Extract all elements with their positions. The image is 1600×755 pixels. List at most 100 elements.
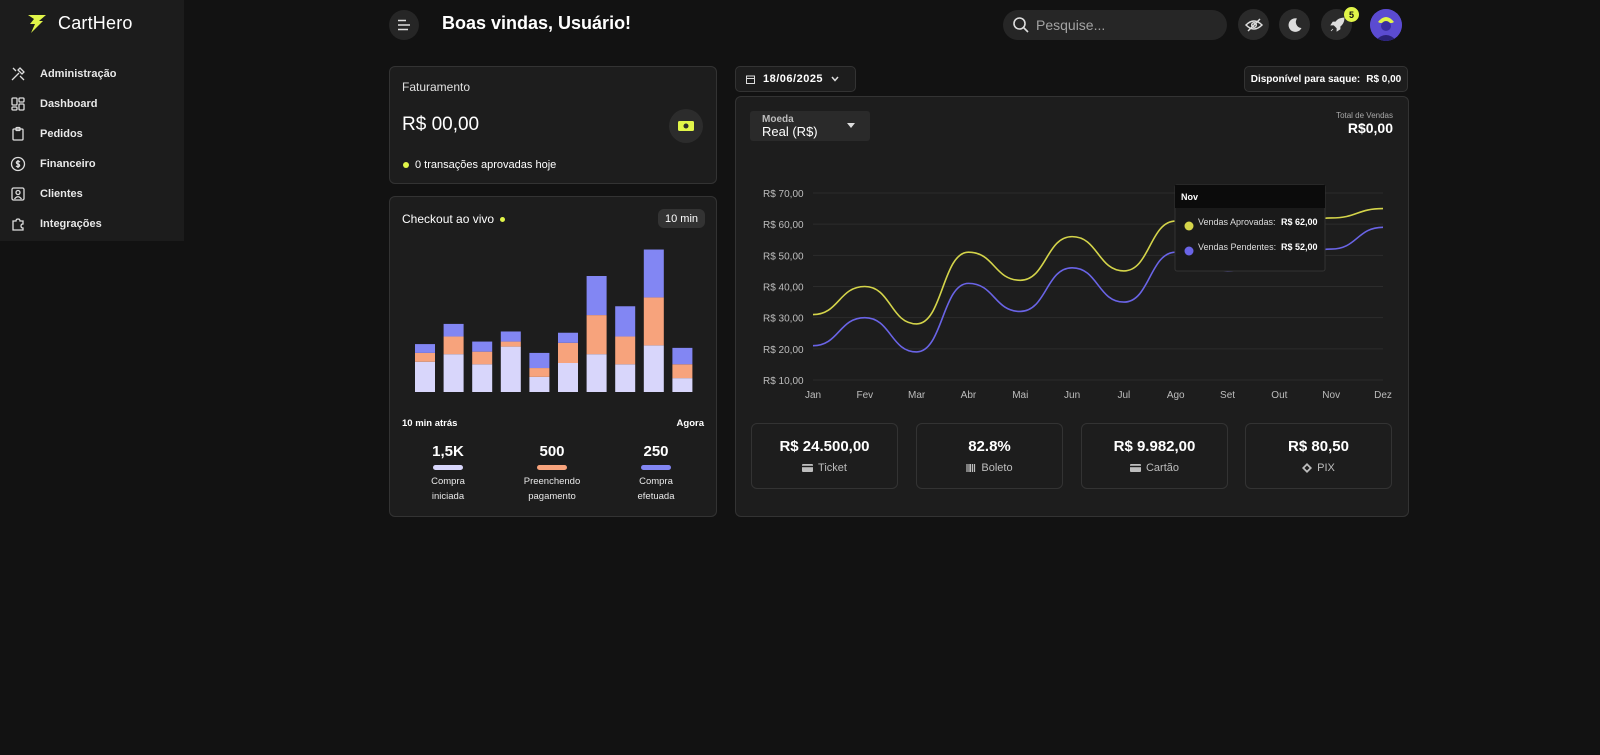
stat-label: Boleto xyxy=(981,462,1013,474)
bar-segment xyxy=(500,346,521,392)
lightning-logo-icon xyxy=(28,15,46,33)
y-tick-label: R$ 50,00 xyxy=(763,251,804,262)
checkout-title: Checkout ao vivo xyxy=(402,212,495,226)
search-icon xyxy=(1013,17,1029,33)
bar-segment xyxy=(443,323,464,337)
checkout-bar-chart xyxy=(415,249,693,392)
bar-segment xyxy=(443,354,464,392)
sidebar-item-dashboard[interactable]: Dashboard xyxy=(10,96,97,112)
stat-value: R$ 9.982,00 xyxy=(1113,438,1196,455)
legend-label: Compra xyxy=(639,476,673,487)
sidebar-item-administracao[interactable]: Administração xyxy=(10,66,116,82)
bar-segment xyxy=(615,306,636,337)
notification-badge: 5 xyxy=(1344,7,1359,22)
x-tick-label: Mar xyxy=(908,390,926,401)
sidebar-item-integracoes[interactable]: Integrações xyxy=(10,216,102,232)
y-tick-label: R$ 60,00 xyxy=(763,220,804,231)
date-picker[interactable]: 18/06/2025 xyxy=(735,66,856,92)
stat-pix: R$ 80,50 PIX xyxy=(1245,423,1392,489)
pix-icon xyxy=(1302,463,1313,473)
legend-label: Preenchendo xyxy=(523,476,581,487)
bar-segment xyxy=(500,331,521,342)
date-value: 18/06/2025 xyxy=(763,73,824,85)
tooltip-pending-label: Vendas Pendentes: xyxy=(1198,242,1276,252)
sidebar-item-label: Clientes xyxy=(40,188,83,200)
legend-compra-iniciada: 1,5K Compra iniciada xyxy=(408,443,488,504)
stat-label: Cartão xyxy=(1145,462,1180,474)
bar-segment xyxy=(472,351,493,365)
bar-segment xyxy=(415,361,435,392)
page-title: Boas vindas, Usuário! xyxy=(442,13,632,33)
sidebar-item-label: Financeiro xyxy=(40,158,96,170)
stat-value: 82.8% xyxy=(968,438,1011,455)
stat-label: PIX xyxy=(1317,462,1335,474)
start-time-label: 10 min atrás xyxy=(402,418,458,429)
y-tick-label: R$ 30,00 xyxy=(763,314,804,325)
period-badge[interactable]: 10 min xyxy=(658,209,705,228)
bar-segment xyxy=(586,315,607,355)
bar-segment xyxy=(615,336,636,365)
bar-segment xyxy=(672,347,693,365)
user-avatar-icon xyxy=(1370,9,1402,41)
stat-ticket: R$ 24.500,00 Ticket xyxy=(751,423,898,489)
currency-label: Moeda xyxy=(762,114,794,125)
sales-card xyxy=(735,96,1409,517)
legend-label: Compra xyxy=(431,476,465,487)
sidebar-item-label: Dashboard xyxy=(40,98,98,110)
caret-down-icon xyxy=(847,123,855,128)
tooltip-approved-value: R$ 62,00 xyxy=(1281,217,1318,227)
hide-values-button[interactable] xyxy=(1238,9,1269,40)
sidebar-item-label: Pedidos xyxy=(40,128,83,140)
x-tick-label: Ago xyxy=(1167,390,1185,401)
currency-select[interactable]: Moeda Real (R$) xyxy=(750,111,870,141)
x-tick-label: Set xyxy=(1220,390,1235,401)
bar-segment xyxy=(415,352,435,362)
legend-compra-efetuada: 250 Compra efetuada xyxy=(616,443,696,504)
faturamento-status-text: 0 transações aprovadas hoje xyxy=(415,159,557,171)
tooltip-approved-dot xyxy=(1184,221,1194,231)
logo[interactable]: CartHero xyxy=(26,12,133,34)
y-tick-label: R$ 20,00 xyxy=(763,345,804,356)
tooltip-title: Nov xyxy=(1181,192,1198,202)
total-label: Total de Vendas xyxy=(1336,111,1393,120)
stat-value: R$ 24.500,00 xyxy=(779,438,870,455)
chevron-down-icon xyxy=(831,76,839,82)
avatar[interactable] xyxy=(1370,9,1402,41)
stat-cartao: R$ 9.982,00 Cartão xyxy=(1081,423,1228,489)
sidebar-item-label: Administração xyxy=(40,68,117,80)
bar-segment xyxy=(615,364,636,392)
eye-off-icon xyxy=(1244,17,1263,32)
tooltip-approved-label: Vendas Aprovadas: xyxy=(1198,217,1276,227)
calendar-icon xyxy=(746,75,755,84)
y-tick-label: R$ 10,00 xyxy=(763,376,804,387)
stat-label-row: Cartão xyxy=(1129,462,1180,474)
sidebar-item-label: Integrações xyxy=(40,218,102,230)
sidebar-item-pedidos[interactable]: Pedidos xyxy=(10,126,83,142)
sidebar-item-financeiro[interactable]: Financeiro xyxy=(10,156,96,172)
dark-mode-toggle[interactable] xyxy=(1279,9,1310,40)
bar-segment xyxy=(443,336,464,355)
x-tick-label: Abr xyxy=(961,390,977,401)
sales-line-chart: R$ 10,00 R$ 20,00 R$ 30,00 R$ 40,00 R$ 50,00… xyxy=(763,184,1392,401)
stat-label-row: Boleto xyxy=(966,462,1013,474)
faturamento-value: R$ 00,00 xyxy=(402,114,480,135)
x-tick-label: Jun xyxy=(1064,390,1080,401)
search-input[interactable] xyxy=(1036,17,1216,33)
saque-value: R$ 0,00 xyxy=(1366,73,1402,85)
live-dot xyxy=(500,216,506,222)
total-value: R$0,00 xyxy=(1347,120,1393,136)
x-tick-label: Nov xyxy=(1322,390,1340,401)
legend-swatch xyxy=(537,465,567,470)
legend-swatch xyxy=(433,465,463,470)
legend-label: iniciada xyxy=(431,491,465,502)
faturamento-status: 0 transações aprovadas hoje xyxy=(403,159,556,171)
bar-segment xyxy=(586,354,607,392)
search-box[interactable] xyxy=(1003,10,1227,40)
menu-toggle-button[interactable] xyxy=(389,10,419,40)
bar-segment xyxy=(643,249,664,298)
bar-segment xyxy=(415,344,435,353)
bar-segment xyxy=(529,352,550,369)
bar-segment xyxy=(586,276,607,316)
status-dot xyxy=(403,162,409,168)
sidebar-item-clientes[interactable]: Clientes xyxy=(10,186,83,202)
